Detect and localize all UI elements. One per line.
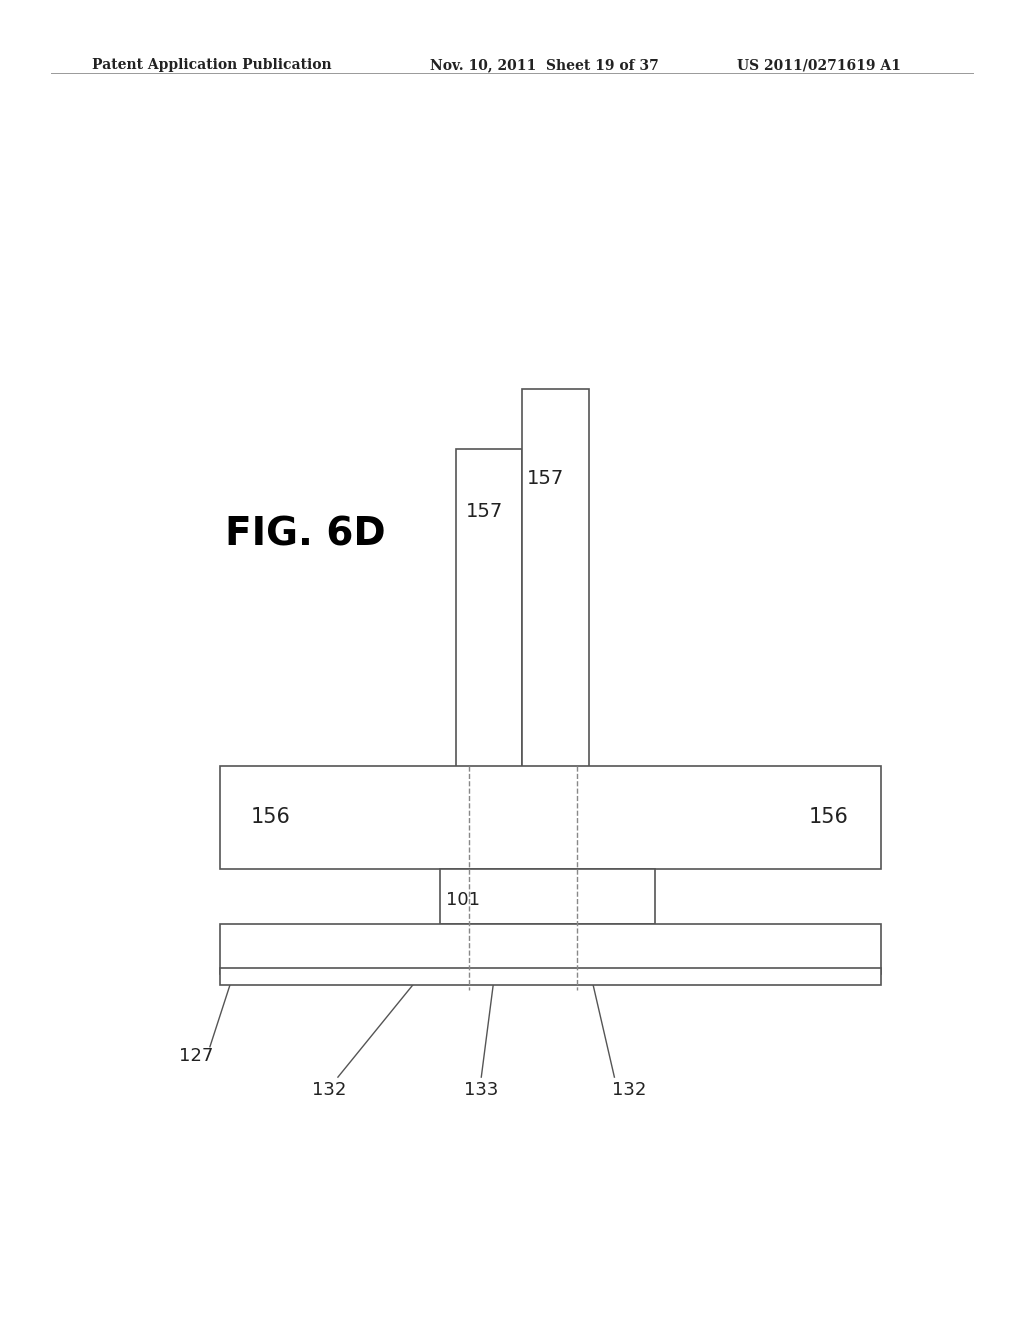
Text: Nov. 10, 2011  Sheet 19 of 37: Nov. 10, 2011 Sheet 19 of 37: [430, 58, 658, 73]
Text: 157: 157: [466, 502, 503, 520]
Text: FIG. 6D: FIG. 6D: [225, 516, 386, 553]
Text: 132: 132: [612, 1081, 647, 1100]
Bar: [220, 766, 881, 869]
Bar: [456, 449, 522, 937]
Text: 157: 157: [527, 469, 564, 487]
Text: Patent Application Publication: Patent Application Publication: [92, 58, 332, 73]
Text: 101: 101: [446, 891, 480, 909]
Text: 156: 156: [809, 807, 849, 828]
Text: 132: 132: [312, 1081, 347, 1100]
Bar: [220, 968, 881, 985]
Bar: [440, 869, 655, 924]
Bar: [220, 924, 881, 974]
Text: 127: 127: [179, 1047, 214, 1065]
Text: 133: 133: [464, 1081, 499, 1100]
Text: 156: 156: [251, 807, 291, 828]
Text: US 2011/0271619 A1: US 2011/0271619 A1: [737, 58, 901, 73]
Bar: [522, 389, 589, 937]
